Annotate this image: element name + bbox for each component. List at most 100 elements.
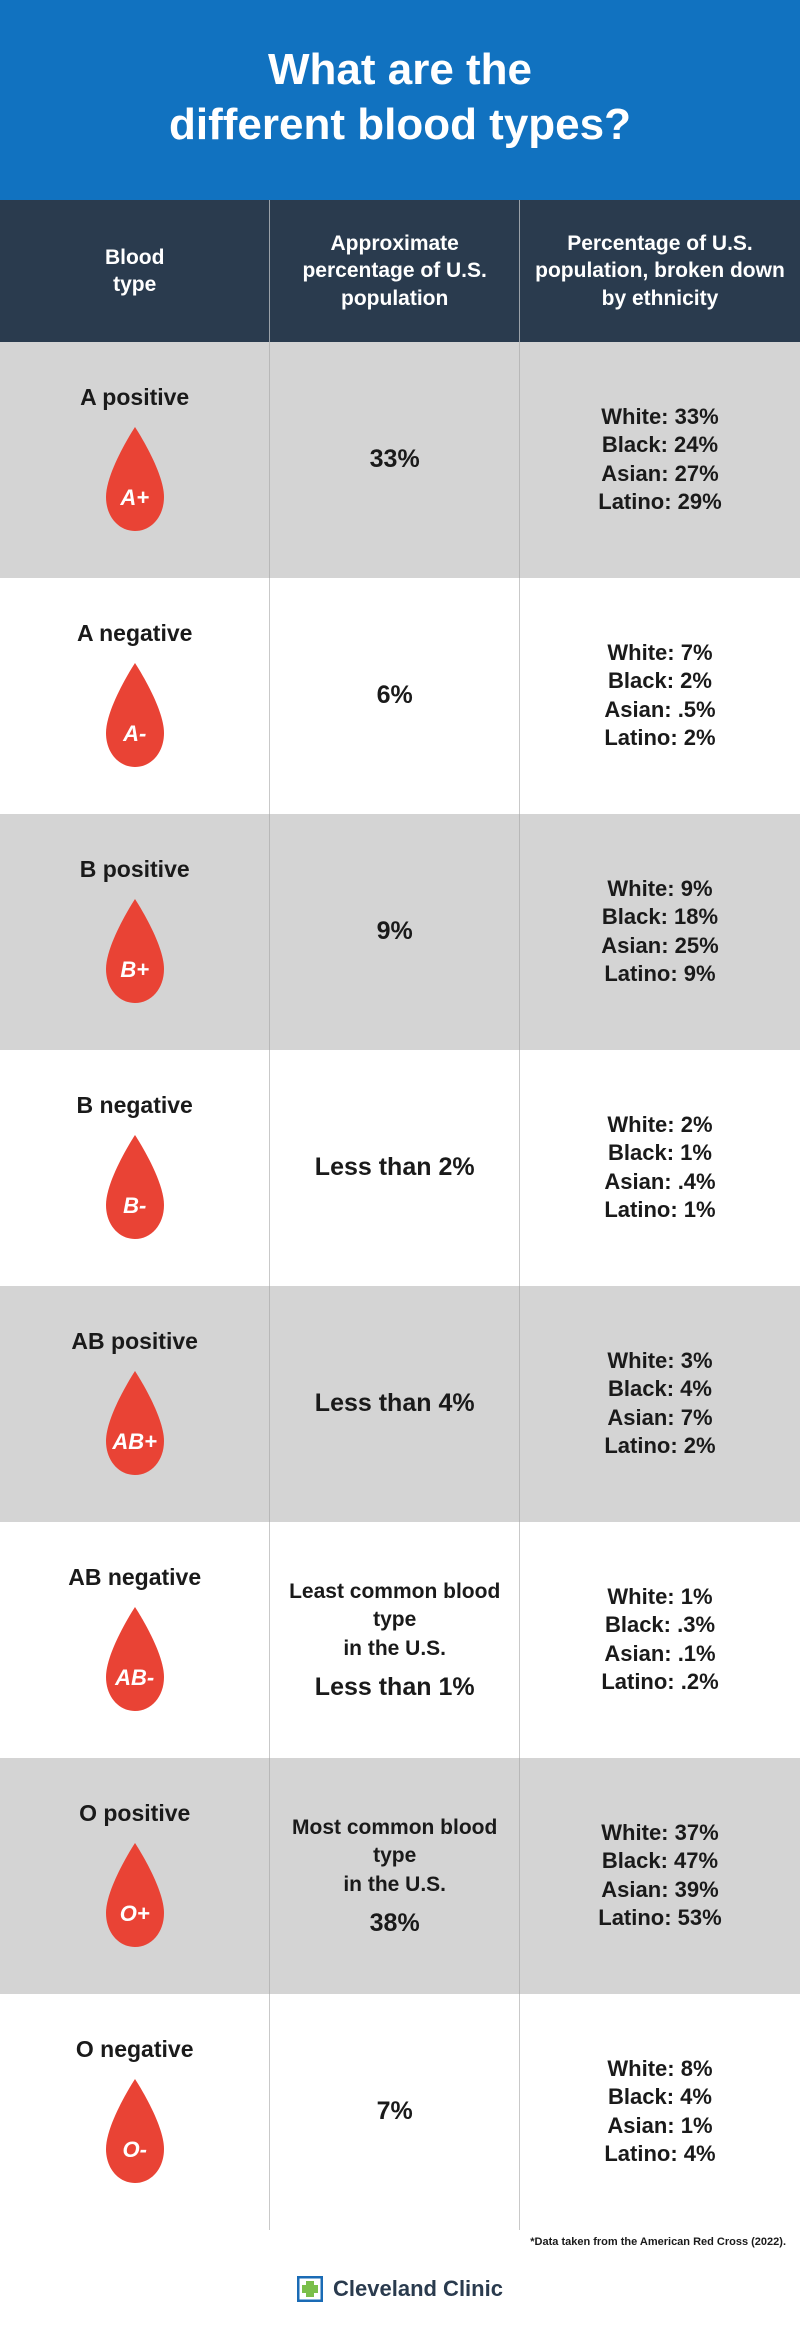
cell-percentage: Less than 4% <box>270 1286 520 1522</box>
ethnicity-line: Latino: .2% <box>601 1668 718 1697</box>
cell-ethnicity: White: 2%Black: 1%Asian: .4%Latino: 1% <box>520 1050 800 1286</box>
blood-drop-label: AB+ <box>92 1429 178 1455</box>
cell-percentage: Less than 2% <box>270 1050 520 1286</box>
blood-drop-icon: O- <box>92 2075 178 2187</box>
ethnicity-line: Asian: 1% <box>604 2112 715 2141</box>
table-body: A positiveA+33%White: 33%Black: 24%Asian… <box>0 342 800 2230</box>
blood-drop-icon: A+ <box>92 423 178 535</box>
header-col-bloodtype: Bloodtype <box>0 200 270 342</box>
table-row: AB positive AB+ Less than 4% White: 3%Black… <box>0 1286 800 1522</box>
ethnicity-line: Black: .3% <box>601 1611 718 1640</box>
ethnicity-line: Latino: 2% <box>604 724 715 753</box>
source-note: *Data taken from the American Red Cross … <box>0 2230 800 2256</box>
cell-bloodtype: AB positive AB+ <box>0 1286 270 1522</box>
ethnicity-block: White: 7%Black: 2%Asian: .5%Latino: 2% <box>604 639 715 753</box>
ethnicity-line: Black: 4% <box>604 1375 715 1404</box>
title-text: What are thedifferent blood types? <box>169 45 631 149</box>
ethnicity-line: Black: 2% <box>604 667 715 696</box>
bloodtype-name: O positive <box>79 1800 190 1827</box>
cell-bloodtype: A positive A+ <box>0 342 270 578</box>
ethnicity-line: Latino: 4% <box>604 2140 715 2169</box>
bloodtype-name: A positive <box>80 384 189 411</box>
header-col-ethnicity: Percentage of U.S. population, broken do… <box>520 200 800 342</box>
ethnicity-line: White: 7% <box>604 639 715 668</box>
cell-ethnicity: White: 33%Black: 24%Asian: 27%Latino: 29… <box>520 342 800 578</box>
ethnicity-line: Latino: 1% <box>604 1196 715 1225</box>
percentage-note: Least common blood typein the U.S. <box>280 1578 509 1663</box>
title-banner: What are thedifferent blood types? <box>0 0 800 200</box>
ethnicity-block: White: 8%Black: 4%Asian: 1%Latino: 4% <box>604 2055 715 2169</box>
cell-percentage: Least common blood typein the U.S. Less t… <box>270 1522 520 1758</box>
blood-drop-label: A+ <box>92 485 178 511</box>
percentage-value: 38% <box>370 1909 420 1938</box>
bloodtype-name: O negative <box>76 2036 194 2063</box>
cell-ethnicity: White: 37%Black: 47%Asian: 39%Latino: 53… <box>520 1758 800 1994</box>
ethnicity-line: White: 1% <box>601 1583 718 1612</box>
cell-ethnicity: White: 8%Black: 4%Asian: 1%Latino: 4% <box>520 1994 800 2230</box>
ethnicity-block: White: 37%Black: 47%Asian: 39%Latino: 53… <box>598 1819 721 1933</box>
ethnicity-line: White: 3% <box>604 1347 715 1376</box>
header-col-percentage: Approximate percentage of U.S. populatio… <box>270 200 520 342</box>
cell-percentage: 9% <box>270 814 520 1050</box>
blood-drop-icon: AB+ <box>92 1367 178 1479</box>
percentage-value: Less than 4% <box>315 1389 475 1418</box>
blood-drop-icon: A- <box>92 659 178 771</box>
ethnicity-line: Asian: 25% <box>601 932 718 961</box>
footer: Cleveland Clinic <box>0 2256 800 2330</box>
table-row: B negativeB-Less than 2%White: 2%Black: … <box>0 1050 800 1286</box>
ethnicity-line: Black: 24% <box>598 431 721 460</box>
ethnicity-line: Asian: .5% <box>604 696 715 725</box>
percentage-value: 6% <box>377 681 413 710</box>
table-row: A negative A- 6% White: 7%Black: 2%Asian: .… <box>0 578 800 814</box>
bloodtype-name: AB positive <box>71 1328 198 1355</box>
cell-percentage: 6% <box>270 578 520 814</box>
ethnicity-block: White: 3%Black: 4%Asian: 7%Latino: 2% <box>604 1347 715 1461</box>
cell-bloodtype: A negative A- <box>0 578 270 814</box>
percentage-note: Most common blood typein the U.S. <box>280 1814 509 1899</box>
infographic-container: What are thedifferent blood types? Blood… <box>0 0 800 2330</box>
percentage-value: 7% <box>377 2097 413 2126</box>
blood-drop-label: AB- <box>92 1665 178 1691</box>
percentage-value: Less than 1% <box>315 1673 475 1702</box>
percentage-value: 9% <box>377 917 413 946</box>
blood-drop-label: O- <box>92 2137 178 2163</box>
cell-ethnicity: White: 7%Black: 2%Asian: .5%Latino: 2% <box>520 578 800 814</box>
cell-bloodtype: B negative B- <box>0 1050 270 1286</box>
cleveland-clinic-logo-icon <box>297 2276 323 2302</box>
blood-drop-label: O+ <box>92 1901 178 1927</box>
ethnicity-line: White: 37% <box>598 1819 721 1848</box>
ethnicity-line: Asian: .1% <box>601 1640 718 1669</box>
ethnicity-line: Asian: .4% <box>604 1168 715 1197</box>
ethnicity-line: Black: 4% <box>604 2083 715 2112</box>
ethnicity-line: Black: 1% <box>604 1139 715 1168</box>
cell-bloodtype: AB negative AB- <box>0 1522 270 1758</box>
ethnicity-line: Asian: 39% <box>598 1876 721 1905</box>
blood-drop-label: B- <box>92 1193 178 1219</box>
percentage-value: 33% <box>370 445 420 474</box>
blood-drop-icon: O+ <box>92 1839 178 1951</box>
table-row: B positiveB+9%White: 9%Black: 18%Asian: … <box>0 814 800 1050</box>
ethnicity-line: Latino: 2% <box>604 1432 715 1461</box>
ethnicity-line: Asian: 27% <box>598 460 721 489</box>
bloodtype-name: B negative <box>77 1092 193 1119</box>
ethnicity-line: White: 2% <box>604 1111 715 1140</box>
ethnicity-line: Black: 47% <box>598 1847 721 1876</box>
blood-drop-icon: B+ <box>92 895 178 1007</box>
table-row: AB negative AB- Least common blood typein … <box>0 1522 800 1758</box>
ethnicity-block: White: 1%Black: .3%Asian: .1%Latino: .2% <box>601 1583 718 1697</box>
cell-bloodtype: B positive B+ <box>0 814 270 1050</box>
blood-drop-label: A- <box>92 721 178 747</box>
footer-text: Cleveland Clinic <box>333 2276 503 2302</box>
cell-percentage: Most common blood typein the U.S. 38% <box>270 1758 520 1994</box>
bloodtype-name: AB negative <box>68 1564 201 1591</box>
blood-drop-label: B+ <box>92 957 178 983</box>
ethnicity-line: White: 33% <box>598 403 721 432</box>
ethnicity-line: Latino: 29% <box>598 488 721 517</box>
cell-ethnicity: White: 3%Black: 4%Asian: 7%Latino: 2% <box>520 1286 800 1522</box>
bloodtype-name: B positive <box>80 856 190 883</box>
bloodtype-name: A negative <box>77 620 192 647</box>
blood-drop-icon: B- <box>92 1131 178 1243</box>
cell-ethnicity: White: 1%Black: .3%Asian: .1%Latino: .2% <box>520 1522 800 1758</box>
table-row: A positive A+ 33% White: 33%Black: 24%Asian… <box>0 342 800 578</box>
ethnicity-line: White: 9% <box>601 875 718 904</box>
